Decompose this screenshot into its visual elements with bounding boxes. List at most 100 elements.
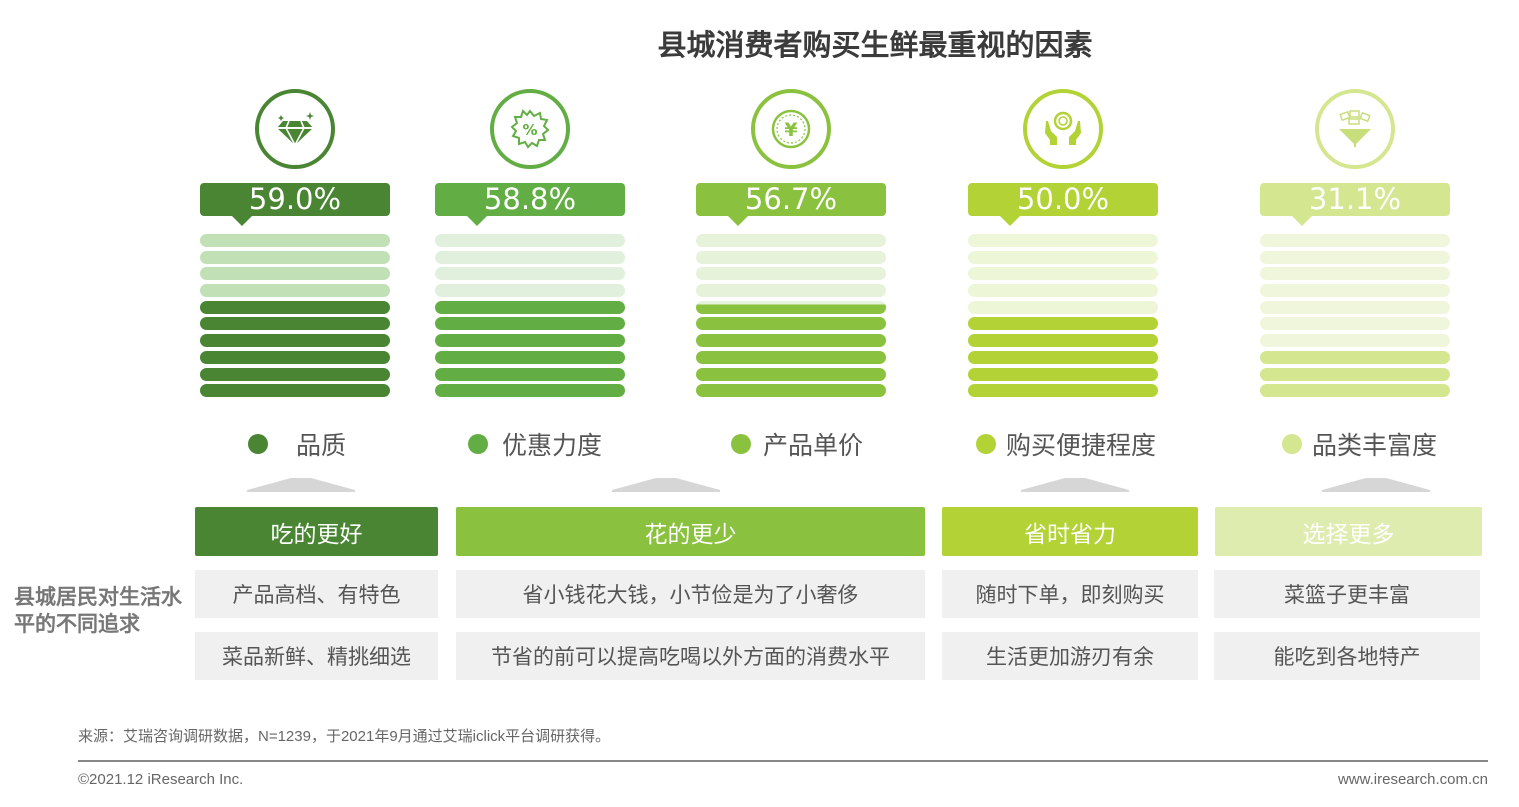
bar-empty [435,267,625,281]
pursuit-cell: 生活更加游刃有余 [942,632,1198,680]
bar-empty [1260,234,1450,247]
pursuits-side-label: 县城居民对生活水平的不同追求 [14,585,182,636]
bar-empty [968,284,1158,298]
bar-empty [200,284,390,298]
bar-filled [435,384,625,398]
legend-dot [1282,434,1302,454]
pursuit-header-spend-less: 花的更少 [456,507,925,556]
pursuit-cell: 能吃到各地特产 [1214,632,1480,680]
legend-dot [468,434,488,454]
svg-text:¥: ¥ [784,119,797,141]
pursuit-header-eat-better: 吃的更好 [195,507,438,556]
pursuit-header-save-time: 省时省力 [942,507,1198,556]
legend-item-convenience: 购买便捷程度 [976,426,1156,462]
bar-filled [968,334,1158,348]
bar-empty [1260,284,1450,298]
bar-empty [1260,317,1450,331]
bar-filled [1260,350,1450,364]
bar-filled [200,300,390,314]
bar-empty [1260,267,1450,281]
pointer-triangle-icon [612,478,720,492]
legend-item-quality: 品质 [248,426,346,462]
pointer-triangle-icon [1322,478,1430,492]
bar-filled [696,384,886,398]
pursuit-header-more-choice: 选择更多 [1215,507,1482,556]
legend-label: 产品单价 [763,431,864,460]
bar-filled [200,317,390,331]
legend-label: 优惠力度 [502,431,603,460]
bar-empty [696,284,886,298]
bar-filled [200,350,390,364]
svg-text:%: % [522,121,537,139]
bar-filled [435,350,625,364]
bar-stack [200,234,390,401]
diamond-icon [255,89,335,169]
legend-label: 品质 [296,431,347,460]
bar-empty [435,284,625,298]
pointer-triangle-icon [247,478,355,492]
legend-dot [731,434,751,454]
bar-empty [968,300,1158,314]
bar-empty [435,234,625,247]
bar-filled [1260,384,1450,398]
bar-empty [1260,250,1450,264]
pointer-triangle-icon [1021,478,1129,492]
legend-item-variety: 品类丰富度 [1282,426,1437,462]
bar-filled [200,367,390,381]
legend-dot [976,434,996,454]
bar-empty [696,267,886,281]
bar-filled [696,367,886,381]
bar-filled [696,317,886,331]
bar-empty [435,250,625,264]
pursuit-cell: 随时下单，即刻购买 [942,570,1198,618]
yen-coin-icon: ¥ [751,89,831,169]
pursuit-cell: 菜品新鲜、精挑细选 [195,632,438,680]
bar-empty [1260,334,1450,348]
bar-filled [968,317,1158,331]
bar-filled [968,350,1158,364]
bar-empty [696,250,886,264]
pursuit-cell: 菜篮子更丰富 [1214,570,1480,618]
bar-filled [696,334,886,348]
pursuit-cell: 产品高档、有特色 [195,570,438,618]
bar-filled [968,384,1158,398]
bar-empty [200,250,390,264]
legend-label: 购买便捷程度 [1006,431,1157,460]
bar-filled [1260,367,1450,381]
legend-label: 品类丰富度 [1312,431,1438,460]
source-note: 来源：艾瑞咨询调研数据，N=1239，于2021年9月通过艾瑞iclick平台调… [78,728,611,745]
bar-filled [968,367,1158,381]
bar-stack [968,234,1158,401]
pursuit-cell: 节省的前可以提高吃喝以外方面的消费水平 [456,632,925,680]
value-badge: 56.7% [696,183,886,226]
footer-divider [78,760,1488,762]
hands-holding-icon [1023,89,1103,169]
bar-empty [200,267,390,281]
bar-filled [696,350,886,364]
bar-empty [968,250,1158,264]
bar-stack [435,234,625,401]
funnel-icon [1315,89,1395,169]
bar-empty [696,234,886,247]
bar-filled [435,334,625,348]
bar-filled [435,300,625,314]
bar-empty [200,234,390,247]
chart-title: 县城消费者购买生鲜最重视的因素 [657,28,1093,62]
bar-filled [200,334,390,348]
bar-stack [696,234,886,401]
legend-dot [248,434,268,454]
copyright: ©2021.12 iResearch Inc. [78,771,244,788]
bar-empty [1260,300,1450,314]
pursuit-cell: 省小钱花大钱，小节俭是为了小奢侈 [456,570,925,618]
bar-empty [968,267,1158,281]
value-badge: 59.0% [200,183,390,226]
bar-filled [200,384,390,398]
website-link[interactable]: www.iresearch.com.cn [1337,771,1488,788]
discount-badge-icon: % [490,89,570,169]
bar-partial [696,300,886,314]
value-badge: 31.1% [1260,183,1450,226]
bar-empty [968,234,1158,247]
value-badge: 50.0% [968,183,1158,226]
bar-filled [435,317,625,331]
value-badge: 58.8% [435,183,625,226]
